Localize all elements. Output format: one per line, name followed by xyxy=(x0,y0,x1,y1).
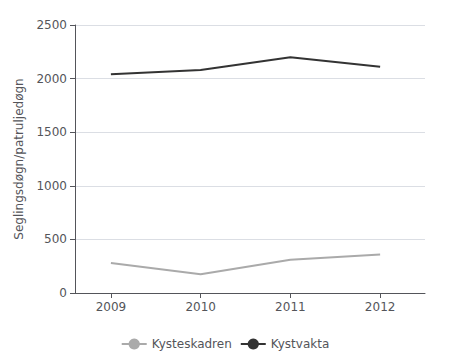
svg-text:2011: 2011 xyxy=(275,300,306,314)
svg-text:Kysteskadren: Kysteskadren xyxy=(152,337,232,351)
svg-text:2009: 2009 xyxy=(96,300,127,314)
svg-text:Kystvakta: Kystvakta xyxy=(271,337,330,351)
svg-text:2000: 2000 xyxy=(36,72,67,86)
svg-text:2500: 2500 xyxy=(36,18,67,32)
svg-text:2012: 2012 xyxy=(365,300,396,314)
svg-text:Seglingsdøgn/patruljedøgn: Seglingsdøgn/patruljedøgn xyxy=(12,78,26,239)
svg-text:2010: 2010 xyxy=(185,300,216,314)
svg-text:500: 500 xyxy=(44,232,67,246)
svg-text:1500: 1500 xyxy=(36,125,67,139)
svg-text:0: 0 xyxy=(59,286,67,300)
svg-text:1000: 1000 xyxy=(36,179,67,193)
